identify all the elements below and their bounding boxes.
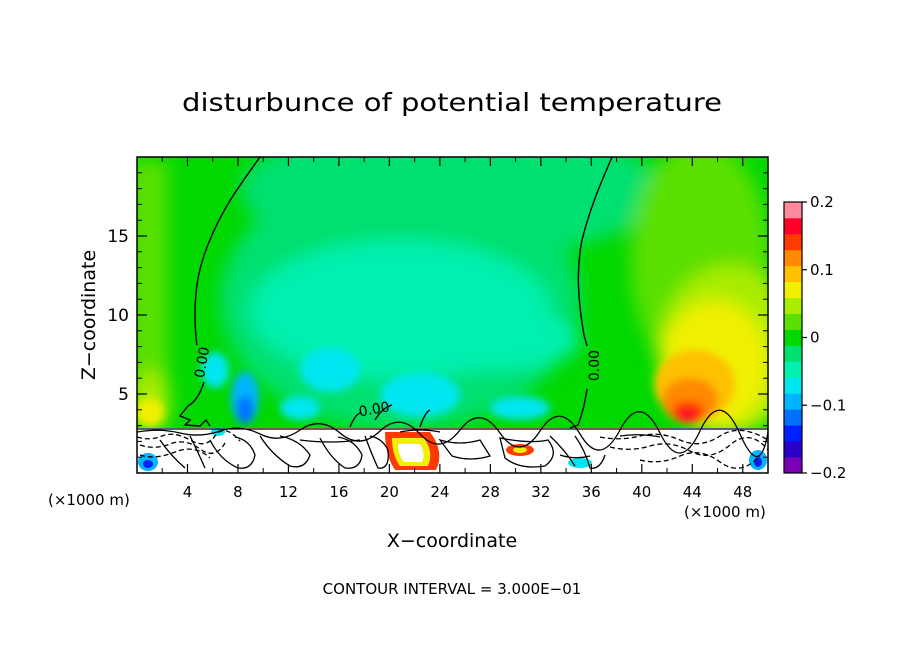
colorbar-swatch bbox=[784, 281, 802, 299]
x-tick-label: 36 bbox=[582, 483, 601, 501]
y-tick-label: 15 bbox=[107, 227, 129, 247]
x-tick-label: 28 bbox=[481, 483, 500, 501]
colorbar-swatch bbox=[784, 329, 802, 346]
colorbar-swatch bbox=[784, 202, 802, 219]
x-tick-label: 20 bbox=[380, 483, 399, 501]
colorbar-swatch bbox=[784, 345, 802, 362]
colorbar-tick-label: 0.2 bbox=[810, 193, 834, 211]
colorbar-swatch bbox=[784, 441, 802, 458]
x-tick-label: 48 bbox=[733, 483, 752, 501]
colorbar-swatch bbox=[784, 425, 802, 442]
colorbar-swatch bbox=[784, 217, 802, 235]
contour-label: 0.00 bbox=[358, 399, 391, 420]
y-tick-label: 5 bbox=[118, 385, 129, 405]
x-axis-title: X−coordinate bbox=[387, 530, 517, 552]
chart-title: disturbunce of potential temperature bbox=[182, 88, 722, 117]
y-tick-label: 10 bbox=[107, 306, 129, 326]
colorbar-swatch bbox=[784, 249, 802, 267]
x-unit-label-right: (×1000 m) bbox=[684, 503, 766, 521]
x-tick-label: 12 bbox=[279, 483, 298, 501]
colorbar-swatch bbox=[784, 297, 802, 314]
x-tick-label: 16 bbox=[329, 483, 348, 501]
x-tick-label: 32 bbox=[531, 483, 550, 501]
contour-label-layer: 0.00 0.00 0.00 bbox=[192, 346, 603, 421]
colorbar-swatch bbox=[784, 265, 802, 283]
colorbar: 0.2 0.1 0 −0.1 −0.2 bbox=[783, 193, 846, 482]
colorbar-tick-label: −0.2 bbox=[810, 464, 846, 482]
contour-field bbox=[137, 157, 768, 473]
colorbar-swatch bbox=[784, 457, 802, 474]
contour-interval-note: CONTOUR INTERVAL = 3.000E−01 bbox=[323, 580, 582, 598]
contour-label: 0.00 bbox=[192, 346, 213, 379]
x-tick-label: 40 bbox=[632, 483, 651, 501]
colorbar-swatch bbox=[784, 393, 802, 410]
y-axis: 5 10 15 bbox=[107, 172, 768, 458]
colorbar-swatch bbox=[784, 409, 802, 426]
colorbar-swatch bbox=[784, 361, 802, 378]
colorbar-swatch bbox=[784, 313, 802, 330]
colorbar-tick-label: −0.1 bbox=[810, 396, 846, 414]
colorbar-swatch bbox=[784, 377, 802, 394]
colorbar-tick-label: 0.1 bbox=[810, 261, 834, 279]
x-tick-label: 24 bbox=[430, 483, 449, 501]
contour-label: 0.00 bbox=[587, 350, 603, 381]
x-tick-label: 44 bbox=[683, 483, 702, 501]
x-tick-label: 4 bbox=[183, 483, 193, 501]
x-axis: 4 8 12 16 20 24 28 32 36 40 44 48 bbox=[161, 157, 752, 501]
x-tick-label: 8 bbox=[233, 483, 243, 501]
colorbar-swatch bbox=[784, 233, 802, 251]
y-axis-title: Z−coordinate bbox=[78, 250, 100, 380]
colorbar-tick-label: 0 bbox=[810, 329, 820, 347]
x-unit-label-left: (×1000 m) bbox=[48, 491, 130, 509]
